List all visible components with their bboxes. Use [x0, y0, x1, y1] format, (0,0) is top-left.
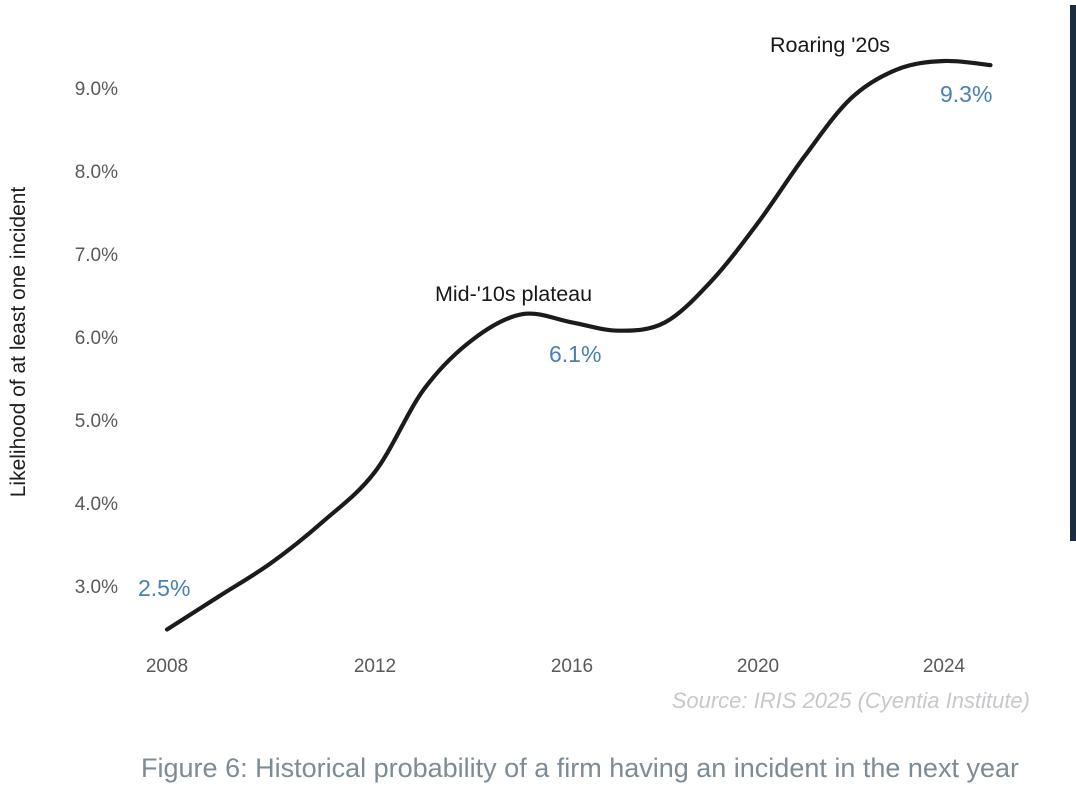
- y-tick-label: 8.0%: [74, 162, 118, 183]
- figure-caption: Figure 6: Historical probability of a fi…: [141, 753, 1019, 783]
- y-tick-label: 7.0%: [74, 245, 118, 266]
- y-tick-label: 4.0%: [74, 494, 118, 515]
- x-tick-label: 2024: [922, 656, 966, 677]
- page-edge-bar: [1070, 5, 1076, 541]
- x-tick-label: 2008: [145, 656, 189, 677]
- y-tick-label: 9.0%: [74, 79, 118, 100]
- annotation-roaring-20s: Roaring '20s: [770, 33, 891, 57]
- x-tick-label: 2020: [736, 656, 780, 677]
- x-tick-label: 2016: [550, 656, 594, 677]
- annotation-mid-10s-plateau: Mid-'10s plateau: [435, 282, 593, 306]
- value-label-start-2008: 2.5%: [138, 575, 191, 601]
- value-label-peak: 9.3%: [940, 81, 993, 107]
- source-credit: Source: IRIS 2025 (Cyentia Institute): [671, 688, 1030, 713]
- y-tick-label: 3.0%: [74, 577, 118, 598]
- x-tick-label: 2012: [353, 656, 397, 677]
- chart-curve: [164, 58, 993, 632]
- y-tick-label: 5.0%: [74, 411, 118, 432]
- y-tick-label: 6.0%: [74, 328, 118, 349]
- value-label-plateau: 6.1%: [549, 341, 602, 367]
